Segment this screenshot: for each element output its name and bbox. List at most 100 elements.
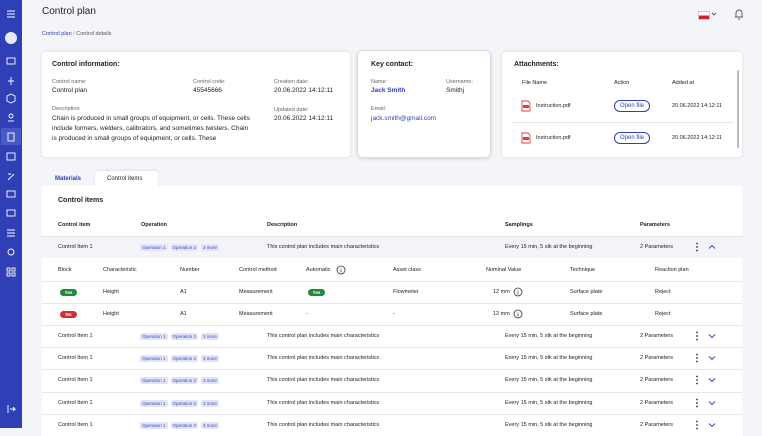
expand-toggle[interactable] — [708, 377, 716, 383]
description: This control plan includes main characte… — [267, 244, 380, 250]
detail-cell: Reject — [655, 311, 671, 317]
status-pill: No — [60, 310, 77, 318]
collapse-toggle[interactable] — [708, 244, 716, 250]
operation-chip: 3 more — [201, 332, 220, 340]
detail-header: Control method — [239, 267, 277, 273]
detail-cell: Surface plate — [570, 289, 603, 295]
kebab-menu[interactable] — [695, 375, 699, 385]
tab[interactable]: Materials — [55, 176, 82, 182]
operation-chip: 3 more — [201, 399, 220, 407]
breadcrumb-link[interactable]: Control plan — [42, 31, 72, 37]
detail-cell: Height — [103, 311, 119, 317]
field-label: Email: — [371, 106, 387, 112]
description: This control plan includes main characte… — [267, 400, 380, 406]
row-separator — [42, 347, 742, 348]
row-separator — [42, 303, 742, 304]
page-title: Control plan — [42, 6, 96, 17]
file-name: Instruction.pdf — [536, 135, 571, 141]
field-value: Smithj — [446, 87, 465, 94]
field-label: Updated date: — [274, 107, 309, 113]
status-pill: Yes — [60, 288, 77, 296]
detail-header: Characteristic — [103, 267, 137, 273]
scrollbar — [737, 70, 739, 148]
operation-chip: Operation 2 — [170, 376, 199, 384]
operation-chip: 3 more — [201, 376, 220, 384]
flag — [698, 11, 710, 20]
operation-chip: Operation 1 — [140, 376, 168, 384]
parameters: 2 Parameters — [640, 400, 674, 406]
control-item: Control Item 1 — [58, 244, 93, 250]
expand-toggle[interactable] — [708, 400, 716, 406]
control-items-panel: Control items Control item Operation Descr… — [42, 186, 742, 436]
detail-cell: Height — [103, 289, 119, 295]
added-date: 20.06.2022 14:12:11 — [672, 135, 723, 141]
operation-chip: Operation 1 — [140, 243, 168, 251]
field-label: Control code: — [193, 79, 226, 85]
field-label: Username: — [446, 79, 473, 85]
kebab-menu[interactable] — [695, 420, 699, 430]
field-label: Name: — [371, 79, 388, 85]
row-separator — [42, 369, 742, 370]
file-name: Instruction.pdf — [536, 103, 571, 109]
row-separator — [42, 392, 742, 393]
description: This control plan includes main characte… — [267, 422, 380, 428]
detail-header: Automatic — [306, 267, 331, 273]
parameters: 2 Parameters — [640, 244, 674, 250]
operation-chip: Operation 1 — [140, 332, 168, 340]
added-date: 20.06.2022 14:12:11 — [672, 103, 723, 109]
icons-header — [711, 9, 743, 20]
expand-toggle[interactable] — [708, 333, 716, 339]
info-icon — [513, 309, 523, 319]
kebab-menu[interactable] — [695, 242, 699, 252]
samplings: Every 15 min, 5 stk at the beginning — [505, 400, 593, 406]
field-label: Description — [52, 106, 80, 112]
operation-chip: 3 more — [201, 243, 220, 251]
kebab-menu[interactable] — [695, 331, 699, 341]
column-header: Parameters — [640, 222, 670, 228]
row-separator — [42, 414, 742, 415]
pdf-icon — [521, 100, 531, 112]
detail-cell: Reject — [655, 289, 671, 295]
detail-cell: 12 mm — [493, 311, 510, 317]
field-value: 45545666 — [193, 87, 222, 94]
field-value: 20.06.2022 14:12:11 — [274, 115, 334, 122]
detail-header: Nominal Value — [486, 267, 522, 273]
detail-header: Reaction plan — [655, 267, 689, 273]
open-file-button[interactable]: Open file — [614, 132, 650, 144]
samplings: Every 15 min, 5 stk at the beginning — [505, 377, 593, 383]
operation-chip: Operation 1 — [140, 354, 168, 362]
control-item: Control Item 1 — [58, 377, 93, 383]
column-header: Operation — [141, 222, 167, 228]
email-link[interactable]: jack.smith@gmail.com — [371, 115, 437, 122]
description-text: Chain is produced in small groups of equ… — [52, 115, 250, 142]
column-header: Control item — [58, 222, 91, 228]
info-icon — [513, 287, 523, 297]
info-icon — [336, 265, 346, 275]
parameters: 2 Parameters — [640, 377, 674, 383]
operation-chip: Operation 2 — [170, 332, 199, 340]
field-value: Control plan — [52, 87, 88, 94]
expand-toggle[interactable] — [708, 355, 716, 361]
key-contact-card: Key contact: Name: Jack Smith Username: … — [358, 51, 490, 157]
column-header: File Name — [522, 80, 548, 86]
row-separator — [42, 281, 742, 282]
breadcrumb: Control plan / Control details — [42, 31, 112, 37]
field-label: Creation date: — [274, 79, 309, 85]
detail-cell: A1 — [180, 289, 187, 295]
tab-active[interactable] — [95, 171, 158, 187]
expand-toggle[interactable] — [708, 422, 716, 428]
description: This control plan includes main characte… — [267, 377, 380, 383]
attachments-card: Attachments: File Name Action Added at I… — [502, 52, 742, 157]
samplings: Every 15 min, 5 stk at the beginning — [505, 333, 593, 339]
column-header: Added at — [672, 80, 695, 86]
control-item: Control Item 1 — [58, 422, 93, 428]
status-pill: Yes — [308, 288, 325, 296]
field-label: Control name: — [52, 79, 87, 85]
open-file-button[interactable]: Open file — [614, 100, 650, 112]
detail-cell: Measurement — [239, 311, 273, 317]
kebab-menu[interactable] — [695, 353, 699, 363]
control-item: Control Item 1 — [58, 333, 93, 339]
kebab-menu[interactable] — [695, 398, 699, 408]
detail-header: Block — [58, 267, 72, 273]
